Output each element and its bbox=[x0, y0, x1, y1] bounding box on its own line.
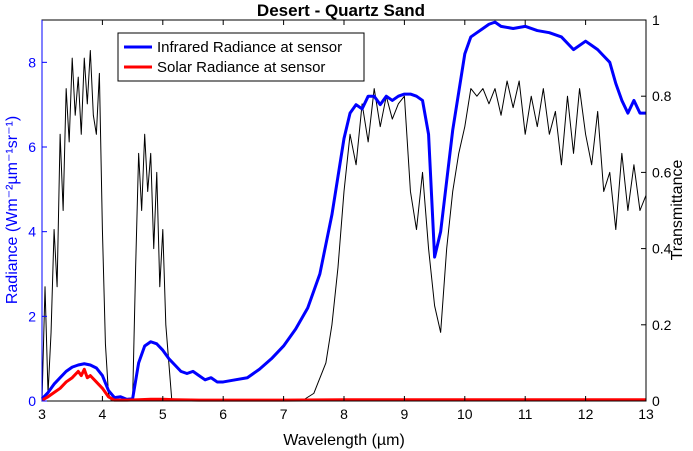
x-tick-label: 9 bbox=[401, 406, 409, 422]
series-transmittance bbox=[41, 49, 647, 402]
series-solar-radiance bbox=[41, 367, 646, 402]
y-right-tick-label: 0.4 bbox=[652, 241, 672, 257]
y-left-tick-label: 0 bbox=[28, 393, 36, 409]
x-tick-label: 7 bbox=[280, 406, 288, 422]
legend-box bbox=[117, 32, 365, 82]
legend-label-solar: Solar Radiance at sensor bbox=[157, 59, 325, 76]
y-axis-right: 0 0.2 0.4 0.6 0.8 1 bbox=[641, 12, 672, 409]
y-left-tick-label: 8 bbox=[28, 54, 36, 70]
x-tick-label: 6 bbox=[219, 406, 227, 422]
y-left-tick-label: 6 bbox=[28, 139, 36, 155]
x-tick-label: 12 bbox=[578, 406, 594, 422]
x-tick-label: 4 bbox=[99, 406, 107, 422]
chart-title: Desert - Quartz Sand bbox=[257, 1, 425, 20]
x-tick-label: 3 bbox=[38, 406, 46, 422]
x-tick-label: 13 bbox=[638, 406, 654, 422]
y-axis-left: 0 2 4 6 8 bbox=[28, 20, 47, 409]
legend: Infrared Radiance at sensor Solar Radian… bbox=[117, 32, 365, 82]
x-tick-label: 10 bbox=[457, 406, 473, 422]
y-right-tick-label: 0.2 bbox=[652, 317, 672, 333]
x-tick-label: 5 bbox=[159, 406, 167, 422]
legend-label-infrared: Infrared Radiance at sensor bbox=[157, 39, 342, 56]
x-tick-label: 11 bbox=[518, 406, 533, 422]
x-tick-label: 8 bbox=[340, 406, 348, 422]
y-axis-right-label: Transmittance bbox=[669, 160, 686, 261]
x-axis-label: Wavelength (µm) bbox=[283, 432, 405, 449]
x-axis: 3 4 5 6 7 8 9 10 11 12 13 bbox=[38, 20, 654, 422]
plot-area bbox=[40, 20, 647, 402]
y-right-tick-label: 0 bbox=[652, 393, 660, 409]
y-right-tick-label: 1 bbox=[652, 12, 660, 28]
y-left-tick-label: 4 bbox=[28, 224, 36, 240]
y-right-tick-label: 0.6 bbox=[652, 164, 672, 180]
y-left-tick-label: 2 bbox=[28, 308, 36, 324]
y-right-tick-label: 0.8 bbox=[652, 88, 672, 104]
y-axis-left-label: Radiance (Wm⁻²µm⁻¹sr⁻¹) bbox=[4, 116, 21, 304]
